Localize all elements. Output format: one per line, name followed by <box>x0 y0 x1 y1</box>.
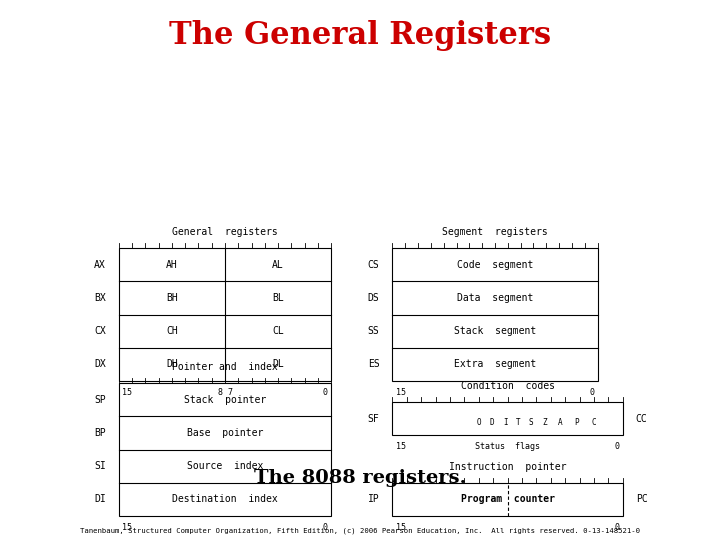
Text: DI: DI <box>94 494 106 504</box>
Bar <box>119 383 331 516</box>
Text: ES: ES <box>368 359 379 369</box>
Text: SP: SP <box>94 395 106 405</box>
Text: SF: SF <box>368 414 379 423</box>
Text: AX: AX <box>94 260 106 270</box>
Text: General  registers: General registers <box>172 227 278 237</box>
Text: IP: IP <box>368 495 379 504</box>
Text: CS: CS <box>368 260 379 270</box>
Text: 15: 15 <box>396 523 406 532</box>
Text: CX: CX <box>94 326 106 336</box>
Text: 0: 0 <box>323 523 328 532</box>
Text: 15: 15 <box>122 388 132 397</box>
Text: Base  pointer: Base pointer <box>186 428 264 438</box>
Text: Program  counter: Program counter <box>461 495 554 504</box>
Text: DS: DS <box>368 293 379 303</box>
Text: 8 7: 8 7 <box>217 388 233 397</box>
Text: C: C <box>592 418 596 427</box>
Text: A: A <box>558 418 563 427</box>
Text: I: I <box>503 418 508 427</box>
Text: AH: AH <box>166 260 178 270</box>
Text: SI: SI <box>94 461 106 471</box>
Text: Segment  registers: Segment registers <box>442 227 548 237</box>
Bar <box>392 248 598 381</box>
Text: 0: 0 <box>614 442 619 451</box>
Bar <box>392 402 623 435</box>
Text: 15: 15 <box>396 442 406 451</box>
Text: DL: DL <box>272 359 284 369</box>
Text: Pointer and  index: Pointer and index <box>172 362 278 372</box>
Bar <box>119 248 331 381</box>
Text: O: O <box>477 418 481 427</box>
Text: Stack  pointer: Stack pointer <box>184 395 266 405</box>
Text: 15: 15 <box>122 523 132 532</box>
Text: CH: CH <box>166 326 178 336</box>
Text: BL: BL <box>272 293 284 303</box>
Text: The General Registers: The General Registers <box>169 19 551 51</box>
Text: BH: BH <box>166 293 178 303</box>
Text: Status  flags: Status flags <box>475 442 540 451</box>
Text: P: P <box>575 418 579 427</box>
Text: CC: CC <box>636 414 647 423</box>
Text: Stack  segment: Stack segment <box>454 326 536 336</box>
Text: Extra  segment: Extra segment <box>454 359 536 369</box>
Text: CL: CL <box>272 326 284 336</box>
Text: 0: 0 <box>614 523 619 532</box>
Text: Code  segment: Code segment <box>456 260 534 270</box>
Text: Destination  index: Destination index <box>172 494 278 504</box>
Text: S: S <box>528 418 533 427</box>
Text: 15: 15 <box>396 388 406 397</box>
Text: Z: Z <box>542 418 546 427</box>
Text: Tanenbaum, Structured Computer Organization, Fifth Edition, (c) 2006 Pearson Edu: Tanenbaum, Structured Computer Organizat… <box>80 527 640 534</box>
Text: The 8088 registers.: The 8088 registers. <box>254 469 466 487</box>
Text: Data  segment: Data segment <box>456 293 534 303</box>
Text: BX: BX <box>94 293 106 303</box>
Text: DX: DX <box>94 359 106 369</box>
Text: DH: DH <box>166 359 178 369</box>
Text: Condition  codes: Condition codes <box>461 381 554 391</box>
Text: PC: PC <box>636 495 647 504</box>
Text: Source  index: Source index <box>186 461 264 471</box>
Text: AL: AL <box>272 260 284 270</box>
Text: BP: BP <box>94 428 106 438</box>
Text: D: D <box>489 418 494 427</box>
Bar <box>392 483 623 516</box>
Text: 0: 0 <box>323 388 328 397</box>
Text: Instruction  pointer: Instruction pointer <box>449 462 567 472</box>
Text: 0: 0 <box>589 388 594 397</box>
Text: SS: SS <box>368 326 379 336</box>
Text: T: T <box>516 418 521 427</box>
